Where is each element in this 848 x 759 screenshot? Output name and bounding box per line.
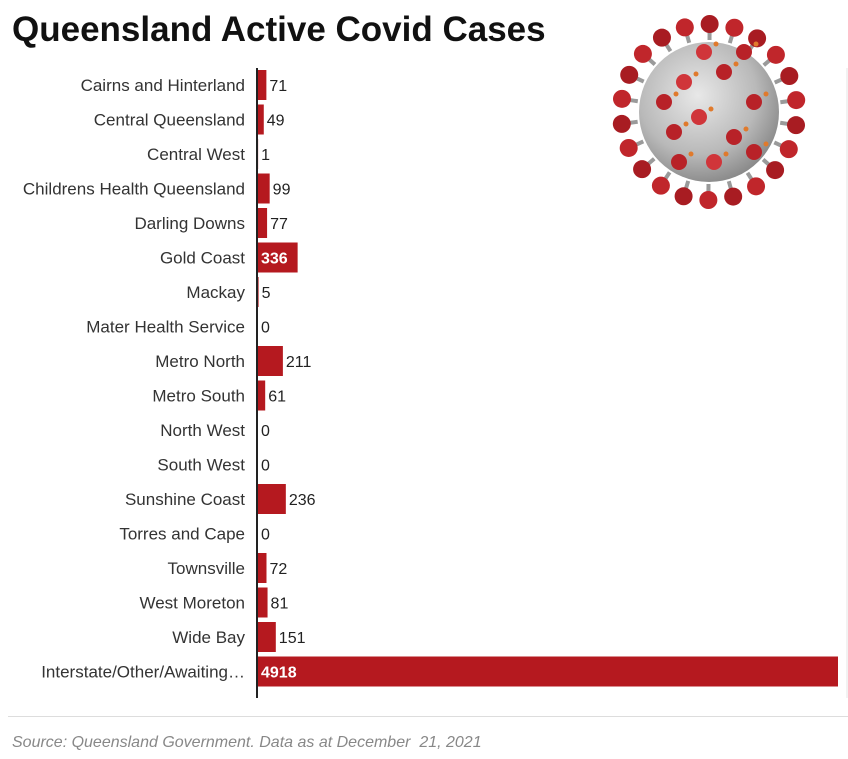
bar xyxy=(258,346,283,376)
data-label: 1 xyxy=(261,147,270,164)
bars-layer: Cairns and Hinterland 71 Central Queenslan… xyxy=(23,70,838,687)
data-label: 0 xyxy=(261,527,270,544)
chart-title: Queensland Active Covid Cases xyxy=(12,10,546,49)
category-label: Metro South xyxy=(152,387,245,406)
data-label: 211 xyxy=(286,354,312,371)
category-label: Darling Downs xyxy=(134,214,245,233)
data-label: 0 xyxy=(261,458,270,475)
category-label: Torres and Cape xyxy=(119,525,245,544)
bar xyxy=(258,622,276,652)
category-label: Gold Coast xyxy=(160,249,245,268)
category-label: Metro North xyxy=(155,352,245,371)
category-label: South West xyxy=(157,456,245,475)
bar xyxy=(258,587,268,618)
bar xyxy=(258,70,267,100)
data-label: 336 xyxy=(261,251,288,268)
category-label: Mackay xyxy=(186,283,245,302)
bar xyxy=(258,242,298,273)
bar xyxy=(258,553,267,583)
source-note: Source: Queensland Government. Data as a… xyxy=(12,734,482,751)
data-label: 49 xyxy=(267,113,285,130)
coronavirus-illustration-icon xyxy=(612,15,806,209)
bar xyxy=(258,656,838,687)
category-label: Central Queensland xyxy=(94,111,245,130)
category-label: West Moreton xyxy=(139,594,245,613)
data-label: 61 xyxy=(268,389,286,406)
category-label: Cairns and Hinterland xyxy=(81,76,245,95)
data-label: 4918 xyxy=(261,665,297,682)
data-label: 0 xyxy=(261,320,270,337)
footer-divider xyxy=(8,716,848,717)
bar xyxy=(258,208,268,238)
data-label: 81 xyxy=(271,596,289,613)
data-label: 236 xyxy=(289,492,316,509)
data-label: 99 xyxy=(273,182,291,199)
bar xyxy=(258,484,286,514)
bar xyxy=(258,277,259,307)
category-label: Townsville xyxy=(168,559,245,578)
data-label: 5 xyxy=(262,285,271,302)
category-label: Sunshine Coast xyxy=(125,490,245,509)
data-label: 77 xyxy=(270,216,288,233)
category-label: Central West xyxy=(147,145,245,164)
category-label: Mater Health Service xyxy=(86,318,245,337)
category-label: North West xyxy=(160,421,245,440)
bar xyxy=(258,380,266,411)
data-label: 71 xyxy=(269,78,287,95)
bar xyxy=(258,173,270,204)
data-label: 151 xyxy=(279,630,306,647)
data-label: 0 xyxy=(261,423,270,440)
category-label: Interstate/Other/Awaiting… xyxy=(41,663,245,682)
category-label: Childrens Health Queensland xyxy=(23,180,245,199)
category-label: Wide Bay xyxy=(172,628,245,647)
bar xyxy=(258,104,264,135)
data-label: 72 xyxy=(269,561,287,578)
